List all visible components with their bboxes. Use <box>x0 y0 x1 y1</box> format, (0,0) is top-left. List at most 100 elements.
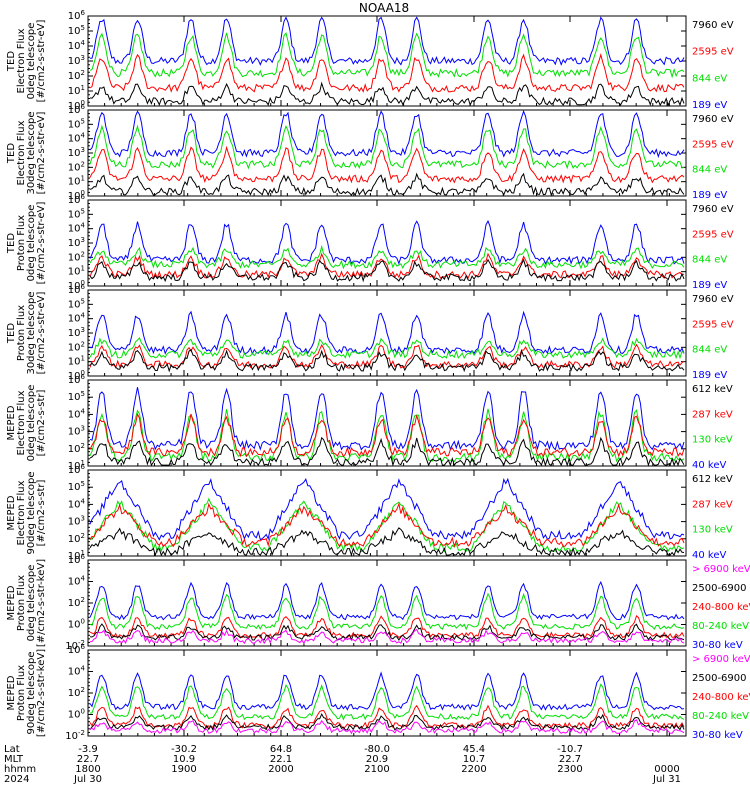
y-axis-label-line: TED <box>6 143 17 164</box>
y-tick-label: 104 <box>68 222 86 235</box>
y-axis-label-line: [#/cm2-s-str-keV] <box>36 649 47 737</box>
y-axis-label-line: 90deg telescope <box>26 651 37 734</box>
time-axis-mlt: 22.7 <box>559 754 581 765</box>
series-trace-red <box>89 615 685 640</box>
y-axis-label-line: [#/cm2-s-str] <box>36 479 47 546</box>
series-trace-black <box>89 436 685 467</box>
y-tick-label: 100 <box>68 618 85 631</box>
series-trace-blue <box>89 580 685 621</box>
time-axis-row-label: 2024 <box>4 774 29 785</box>
legend-entry: 287 keV <box>692 409 733 420</box>
y-axis-label-line: MEPED <box>6 675 17 710</box>
y-tick-label: 105 <box>68 24 85 37</box>
legend-entry: 40 keV <box>692 550 726 561</box>
legend-entry: 130 keV <box>692 435 733 446</box>
y-axis-label-line: [#/cm2-s-str-keV] <box>36 559 47 647</box>
series-trace-blue <box>89 109 685 159</box>
series-trace-magenta <box>89 628 685 645</box>
legend-entry: 7960 eV <box>692 114 734 125</box>
time-axis-date: Jul 30 <box>73 774 102 785</box>
legend-entry: > 6900 keV <box>692 654 750 665</box>
y-axis-label: MEPEDProton Flux0deg telescope[#/cm2-s-s… <box>6 559 47 647</box>
y-tick-label: 101 <box>68 84 85 97</box>
time-axis-row-label: Lat <box>4 744 20 755</box>
time-axis-lat: -10.7 <box>557 744 583 755</box>
y-tick-label: 102 <box>68 340 85 353</box>
legend-entry: 7960 eV <box>692 20 734 31</box>
y-tick-label: 100 <box>68 708 85 721</box>
y-tick-label: 106 <box>68 193 86 206</box>
y-tick-label: 103 <box>68 54 85 67</box>
y-tick-label: 102 <box>68 442 85 455</box>
legend-entry: 7960 eV <box>692 294 734 305</box>
series-trace-blue <box>89 477 685 541</box>
legend-entry: 2500-6900 <box>692 673 747 684</box>
series-trace-red <box>89 145 685 184</box>
series-trace-magenta <box>89 719 685 735</box>
y-tick-label: 104 <box>68 132 86 145</box>
series-trace-black <box>89 258 685 283</box>
time-axis-hhmm: 2100 <box>364 764 389 775</box>
series-trace-green <box>89 32 685 79</box>
y-axis-label-line: [#/cm2-s-str] <box>36 389 47 456</box>
time-axis-mlt: 10.7 <box>463 754 485 765</box>
time-axis-lat: 64.8 <box>270 744 292 755</box>
legend-entry: 189 eV <box>692 280 727 291</box>
y-tick-label: 102 <box>68 160 85 173</box>
y-tick-label: 102 <box>68 532 85 545</box>
y-axis-label: TEDElectron Flux30deg telescope[#/cm2-s-… <box>6 111 47 194</box>
time-axis-hhmm: 2300 <box>557 764 582 775</box>
y-tick-label: 106 <box>68 463 86 476</box>
legend-entry: 240-800 keV <box>692 602 750 613</box>
y-axis-label-line: [#/cm2-s-str-eV] <box>36 112 47 195</box>
y-tick-label: 104 <box>68 39 86 52</box>
y-axis-label: TEDProton Flux0deg telescope[#/cm2-s-str… <box>6 202 47 285</box>
legend-entry: 2595 eV <box>692 229 734 240</box>
y-axis-label-line: Proton Flux <box>16 215 27 271</box>
y-tick-label: 103 <box>68 515 85 528</box>
series-trace-black <box>89 527 685 557</box>
time-axis-row-label: hhmm <box>4 764 36 775</box>
panel-frame <box>87 199 687 287</box>
y-axis-label: TEDElectron Flux0deg telescope[#/cm2-s-s… <box>6 20 47 103</box>
y-axis-label-line: 0deg telescope <box>26 385 37 462</box>
legend-entry: 189 eV <box>692 100 727 111</box>
y-axis-label-line: 30deg telescope <box>26 291 37 374</box>
legend-entry: 30-80 keV <box>692 640 743 651</box>
legend-entry: 844 eV <box>692 345 727 356</box>
y-axis-label-line: MEPED <box>6 405 17 440</box>
y-axis-label-line: Electron Flux <box>16 480 27 545</box>
time-axis-mlt: 20.9 <box>366 754 388 765</box>
series-trace-red <box>89 412 685 458</box>
legend-entry: 130 keV <box>692 525 733 536</box>
legend-entry: 844 eV <box>692 255 727 266</box>
time-axis-hhmm: 1800 <box>75 764 100 775</box>
time-axis-hhmm: 1900 <box>171 764 196 775</box>
y-tick-label: 104 <box>68 497 86 510</box>
time-axis-row-label: MLT <box>4 754 24 765</box>
series-trace-green <box>89 336 685 360</box>
y-axis-label-line: TED <box>6 233 17 254</box>
time-axis-mlt: 22.7 <box>77 754 99 765</box>
y-tick-label: 101 <box>68 355 85 368</box>
time-axis-mlt: 10.9 <box>173 754 195 765</box>
time-axis-hhmm: 2000 <box>268 764 293 775</box>
y-tick-label: 106 <box>68 643 86 656</box>
legend-entry: 612 keV <box>692 384 733 395</box>
y-axis-label-line: [#/cm2-s-str-eV] <box>36 20 47 103</box>
series-trace-red <box>89 252 685 280</box>
y-axis-label-line: Proton Flux <box>16 665 27 721</box>
y-tick-label: 106 <box>68 9 86 22</box>
y-tick-label: 106 <box>68 373 86 386</box>
y-axis-label: MEPEDElectron Flux0deg telescope[#/cm2-s… <box>6 385 47 462</box>
y-axis-label-line: 90deg telescope <box>26 471 37 554</box>
chart-panel-8: 10-2 100 102 104 106 MEPEDProton Flux90deg te… <box>6 643 750 742</box>
y-tick-label: 103 <box>68 236 85 249</box>
y-tick-label: 105 <box>68 297 85 310</box>
y-tick-label: 101 <box>68 265 85 278</box>
series-trace-green <box>89 244 685 270</box>
y-axis-label-line: TED <box>6 51 17 72</box>
